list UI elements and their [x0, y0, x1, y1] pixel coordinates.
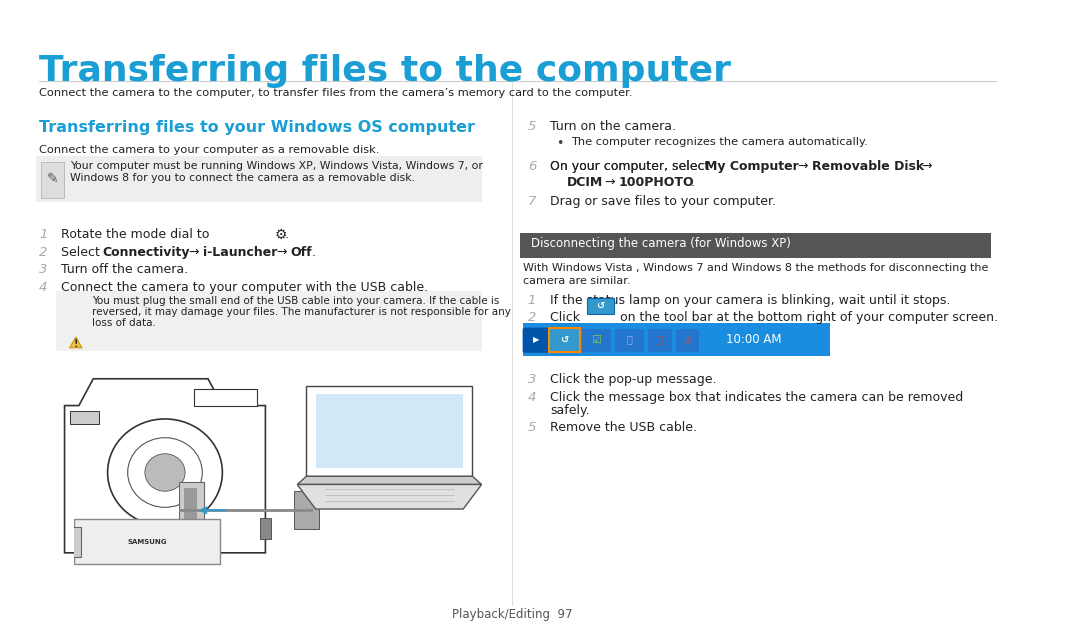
Text: Removable Disk: Removable Disk [812, 160, 924, 173]
FancyBboxPatch shape [582, 329, 611, 352]
Text: On your computer, select: On your computer, select [551, 160, 714, 173]
Text: →: → [918, 160, 933, 173]
Text: 4: 4 [39, 281, 48, 294]
Text: .: . [690, 176, 694, 190]
Text: Turn off the camera.: Turn off the camera. [62, 263, 189, 277]
Text: ↺: ↺ [596, 301, 605, 311]
Text: If the status lamp on your camera is blinking, wait until it stops.: If the status lamp on your camera is bli… [551, 294, 950, 307]
Text: .: . [285, 228, 288, 241]
Text: Disconnecting the camera (for Windows XP): Disconnecting the camera (for Windows XP… [531, 238, 791, 250]
Text: safely.: safely. [551, 404, 590, 418]
Text: ⚠: ⚠ [684, 335, 692, 345]
Text: loss of data.: loss of data. [92, 318, 157, 328]
Text: Click: Click [551, 311, 584, 324]
Text: 🔊: 🔊 [657, 335, 663, 345]
Text: 3: 3 [528, 373, 536, 386]
FancyBboxPatch shape [523, 323, 831, 356]
Text: camera are similar.: camera are similar. [523, 276, 630, 286]
Text: Playback/Editing  97: Playback/Editing 97 [453, 608, 572, 621]
Text: 6: 6 [528, 160, 536, 173]
Text: On your computer, select: On your computer, select [551, 160, 714, 173]
Text: ▶: ▶ [532, 335, 539, 344]
Text: Connect the camera to the computer, to transfer files from the camera’s memory c: Connect the camera to the computer, to t… [39, 88, 633, 98]
FancyBboxPatch shape [676, 329, 699, 352]
Text: Connect the camera to your computer as a removable disk.: Connect the camera to your computer as a… [39, 145, 379, 155]
FancyBboxPatch shape [41, 162, 64, 198]
Text: DCIM: DCIM [567, 176, 603, 190]
FancyBboxPatch shape [648, 329, 672, 352]
Text: Drag or save files to your computer.: Drag or save files to your computer. [551, 195, 777, 209]
Text: Off: Off [291, 246, 312, 259]
FancyBboxPatch shape [615, 329, 644, 352]
FancyBboxPatch shape [523, 328, 550, 353]
Text: →: → [602, 176, 620, 190]
FancyBboxPatch shape [56, 291, 482, 351]
Text: The computer recognizes the camera automatically.: The computer recognizes the camera autom… [571, 137, 867, 147]
Text: ⚙: ⚙ [274, 228, 287, 242]
Text: Rotate the mode dial to: Rotate the mode dial to [62, 228, 214, 241]
Text: →: → [794, 160, 813, 173]
Text: 5: 5 [528, 421, 536, 434]
Polygon shape [70, 337, 82, 348]
Text: Click the message box that indicates the camera can be removed: Click the message box that indicates the… [551, 391, 963, 404]
Text: 2: 2 [39, 246, 48, 259]
Text: →: → [185, 246, 204, 259]
Text: On your computer, select: On your computer, select [551, 160, 714, 173]
Text: Turn on the camera.: Turn on the camera. [551, 120, 676, 133]
Text: Click the pop-up message.: Click the pop-up message. [551, 373, 717, 386]
Text: 10:00 AM: 10:00 AM [726, 333, 781, 346]
Text: 5: 5 [528, 120, 536, 133]
Text: reversed, it may damage your files. The manufacturer is not responsible for any: reversed, it may damage your files. The … [92, 307, 511, 317]
Text: 💻: 💻 [626, 335, 632, 345]
Text: Connectivity: Connectivity [103, 246, 190, 259]
Text: Your computer must be running Windows XP, Windows Vista, Windows 7, or: Your computer must be running Windows XP… [70, 161, 483, 171]
Text: Windows 8 for you to connect the camera as a removable disk.: Windows 8 for you to connect the camera … [70, 173, 415, 183]
Text: My Computer: My Computer [705, 160, 799, 173]
Text: !: ! [73, 339, 78, 349]
Text: 1: 1 [39, 228, 48, 241]
FancyBboxPatch shape [519, 233, 991, 258]
Text: →: → [273, 246, 292, 259]
FancyBboxPatch shape [36, 156, 482, 202]
Text: ☑: ☑ [592, 335, 602, 345]
FancyBboxPatch shape [550, 328, 580, 352]
Text: i-Launcher: i-Launcher [203, 246, 278, 259]
Text: ↺: ↺ [561, 335, 569, 345]
Text: 1: 1 [528, 294, 536, 307]
Text: Transferring files to your Windows OS computer: Transferring files to your Windows OS co… [39, 120, 475, 135]
Text: .: . [311, 246, 315, 259]
Text: 2: 2 [528, 311, 536, 324]
Text: ✎: ✎ [46, 173, 58, 186]
Text: 3: 3 [39, 263, 48, 277]
Text: on the tool bar at the bottom right of your computer screen.: on the tool bar at the bottom right of y… [616, 311, 998, 324]
Text: 100PHOTO: 100PHOTO [619, 176, 694, 190]
FancyBboxPatch shape [588, 298, 613, 314]
Text: Select: Select [62, 246, 105, 259]
Text: •: • [556, 137, 564, 150]
Text: 4: 4 [528, 391, 536, 404]
Text: You must plug the small end of the USB cable into your camera. If the cable is: You must plug the small end of the USB c… [92, 296, 500, 306]
Text: Connect the camera to your computer with the USB cable.: Connect the camera to your computer with… [62, 281, 429, 294]
Text: Transferring files to the computer: Transferring files to the computer [39, 54, 731, 88]
Text: Remove the USB cable.: Remove the USB cable. [551, 421, 698, 434]
Text: With Windows Vista , Windows 7 and Windows 8 the methods for disconnecting the: With Windows Vista , Windows 7 and Windo… [523, 263, 988, 273]
Text: 7: 7 [528, 195, 536, 209]
